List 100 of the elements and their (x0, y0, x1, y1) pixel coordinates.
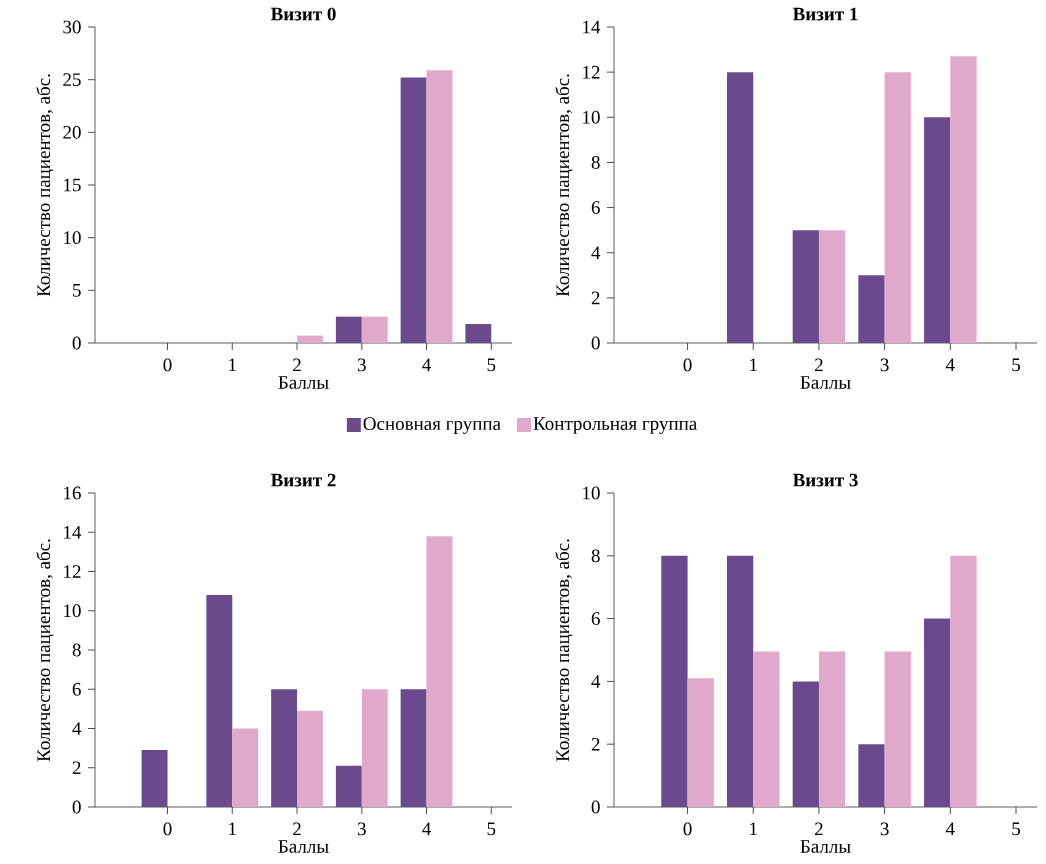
legend-label: Контрольная группа (533, 417, 697, 434)
bar (661, 555, 688, 807)
bar (361, 689, 388, 807)
x-tick-label: 4 (422, 822, 431, 836)
y-tick-label: 10 (583, 486, 600, 500)
bar (884, 72, 911, 343)
bar (335, 765, 362, 807)
y-tick-label: 6 (591, 612, 600, 625)
bar (400, 77, 427, 343)
y-tick-label: 8 (72, 643, 81, 657)
bar (687, 678, 714, 807)
bar (726, 555, 754, 807)
x-tick-label: 4 (945, 358, 955, 372)
chart-title: Визит 2 (270, 473, 336, 487)
bar (426, 70, 453, 343)
x-axis-title: Баллы (800, 376, 851, 389)
legend-label: Основная группа (363, 417, 501, 434)
bar (858, 744, 885, 807)
y-tick-label: 14 (64, 525, 82, 539)
x-tick-label: 4 (422, 358, 431, 372)
bar (297, 710, 323, 807)
bar (924, 117, 951, 343)
y-tick-label: 2 (72, 761, 81, 775)
y-tick-label: 15 (64, 178, 81, 192)
x-tick-label: 1 (750, 822, 757, 836)
bar (753, 651, 780, 807)
bar (361, 316, 388, 343)
x-tick-label: 5 (1012, 822, 1021, 836)
chart-title: Визит 1 (792, 7, 858, 21)
x-tick-label: 2 (293, 822, 301, 836)
y-tick-label: 4 (591, 675, 601, 688)
bar (206, 595, 233, 807)
y-tick-label: 6 (72, 682, 81, 696)
bar (141, 750, 168, 807)
x-axis-title: Баллы (278, 840, 329, 853)
x-tick-label: 2 (815, 358, 823, 372)
y-tick-label: 14 (583, 20, 601, 34)
x-tick-label: 2 (815, 822, 823, 836)
bar (426, 536, 453, 807)
x-tick-label: 5 (487, 822, 496, 836)
y-tick-label: 30 (63, 20, 81, 34)
y-tick-label: 0 (72, 800, 81, 814)
y-tick-label: 16 (64, 486, 81, 500)
x-tick-label: 4 (945, 822, 955, 836)
y-tick-label: 0 (591, 336, 600, 350)
x-tick-label: 0 (683, 358, 692, 372)
chart-title: Визит 3 (792, 473, 858, 487)
chart-title: Визит 0 (270, 7, 336, 21)
x-tick-label: 0 (163, 822, 172, 836)
x-tick-label: 5 (1012, 358, 1021, 372)
x-tick-label: 3 (880, 822, 889, 836)
y-axis-title: Количество пациентов, абс. (555, 74, 573, 297)
bar (400, 689, 427, 807)
bar (465, 324, 492, 343)
y-tick-label: 25 (63, 73, 81, 87)
y-tick-label: 0 (591, 800, 600, 814)
y-tick-label: 20 (63, 125, 81, 139)
y-tick-label: 10 (583, 110, 600, 124)
x-tick-label: 2 (293, 358, 301, 372)
bar (297, 335, 323, 343)
bar (950, 555, 977, 807)
y-tick-label: 8 (591, 156, 600, 169)
y-tick-label: 10 (64, 231, 81, 245)
x-tick-label: 5 (487, 358, 496, 372)
x-tick-label: 1 (229, 822, 236, 836)
y-tick-label: 4 (72, 722, 82, 735)
y-axis-title: Количество пациентов, абс. (36, 539, 54, 762)
bar (726, 72, 754, 343)
bar (271, 689, 298, 807)
y-tick-label: 0 (72, 336, 81, 350)
y-tick-label: 8 (591, 549, 600, 563)
y-axis-title: Количество пациентов, абс. (36, 74, 54, 297)
x-axis-title: Баллы (800, 840, 851, 853)
x-tick-label: 3 (357, 358, 366, 372)
bar (818, 230, 846, 343)
y-tick-label: 5 (73, 284, 81, 297)
x-axis-title: Баллы (278, 376, 329, 389)
bar (335, 316, 362, 343)
y-tick-label: 2 (591, 737, 600, 751)
x-tick-label: 3 (880, 358, 889, 372)
bar (858, 275, 885, 343)
bar (884, 651, 911, 807)
x-tick-label: 1 (750, 358, 757, 372)
y-tick-label: 12 (583, 65, 600, 79)
y-axis-title: Количество пациентов, абс. (555, 539, 573, 762)
bar (924, 618, 951, 807)
y-tick-label: 4 (591, 246, 601, 259)
y-tick-label: 2 (591, 291, 600, 305)
bar (232, 728, 259, 807)
y-tick-label: 12 (64, 565, 81, 578)
y-tick-label: 10 (64, 604, 81, 618)
bar (792, 681, 819, 807)
x-tick-label: 1 (229, 358, 236, 372)
x-tick-label: 0 (683, 822, 692, 836)
y-tick-label: 6 (591, 201, 600, 214)
x-tick-label: 0 (163, 358, 172, 372)
bar (950, 56, 977, 343)
bar (792, 230, 819, 343)
x-tick-label: 3 (357, 822, 366, 836)
bar (818, 651, 846, 807)
